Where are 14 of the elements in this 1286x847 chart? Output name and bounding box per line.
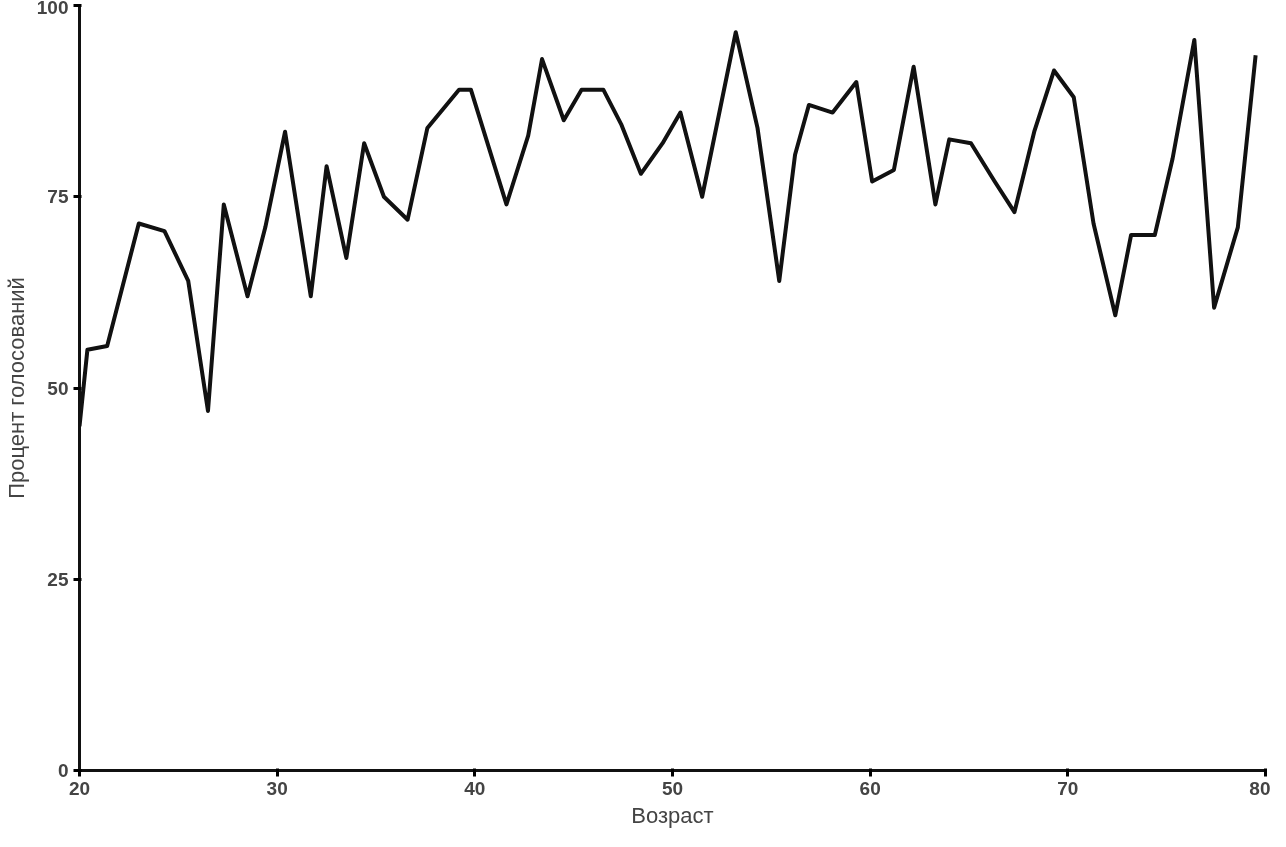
x-tick-label: 30 <box>266 777 288 799</box>
y-tick-label: 0 <box>57 760 69 781</box>
x-tick-label: 80 <box>1249 777 1271 799</box>
y-tick-label: 75 <box>47 186 69 208</box>
y-tick-label: 100 <box>36 0 69 18</box>
y-tick-label: 50 <box>47 377 69 399</box>
x-tick-label: 70 <box>1057 777 1079 799</box>
x-axis-title: Возраст <box>631 802 714 828</box>
x-tick-label: 60 <box>859 777 881 799</box>
x-tick-label: 50 <box>661 777 684 799</box>
y-tick-label: 25 <box>47 568 69 590</box>
y-axis-title: Процент голосований <box>3 277 29 499</box>
x-tick-label: 40 <box>464 777 486 799</box>
x-tick-label: 20 <box>68 777 91 799</box>
